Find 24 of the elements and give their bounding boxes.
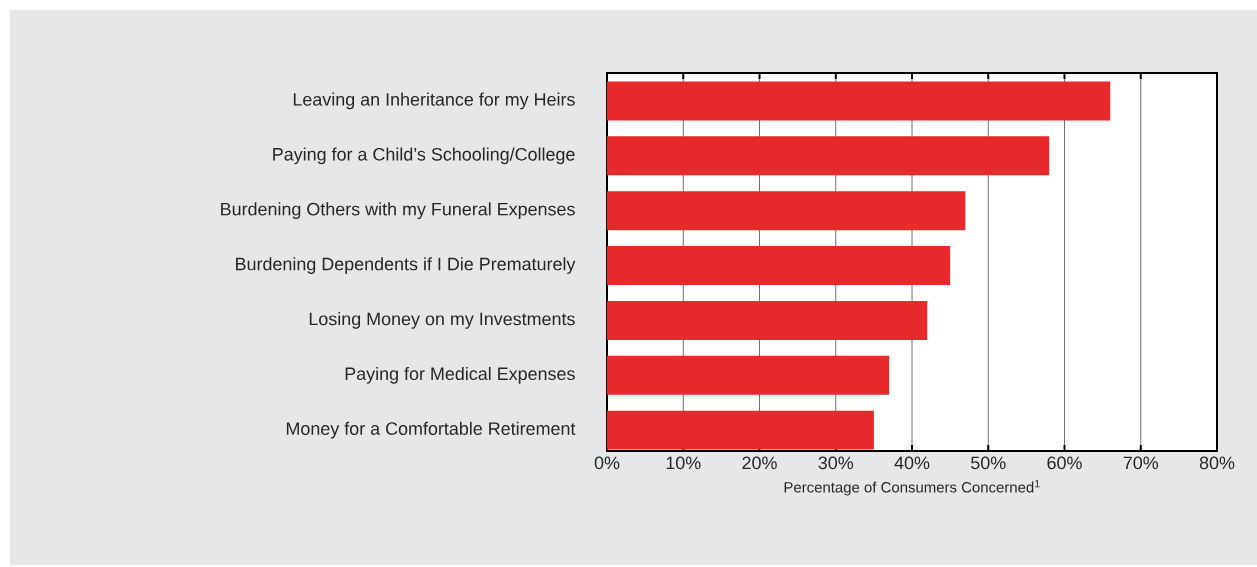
x-tick-label: 20% [742,456,777,470]
y-tick-label: Money for a Comfortable Retirement [286,421,576,439]
x-tick-label: 10% [666,456,701,470]
bar [607,300,928,340]
bar [607,246,951,286]
x-tick-label: 50% [971,456,1006,470]
bar [607,410,874,450]
y-tick-label: Burdening Others with my Funeral Expenses [221,202,575,220]
x-tick-label: 70% [1123,456,1159,470]
bar [607,191,966,231]
x-tick-label: 40% [894,456,930,470]
bar [607,355,890,395]
y-tick-label: Paying for a Child’s Schooling/College [273,147,575,165]
x-tick-label: 60% [1047,456,1082,470]
x-axis-title: Percentage of Consumers Concerned$^{1}$ [784,480,1040,496]
x-tick-label: 30% [818,456,854,470]
y-tick-label: Paying for Medical Expenses [345,366,575,384]
x-tick-label: 80% [1199,456,1235,470]
bar [607,136,1050,176]
y-tick-label: Losing Money on my Investments [309,312,575,329]
y-tick-label: Burdening Dependents if I Die Prematurely [236,257,576,274]
bar [607,81,1111,121]
y-tick-label: Leaving an Inheritance for my Heirs [293,92,575,110]
x-tick-label: 0% [594,456,620,470]
